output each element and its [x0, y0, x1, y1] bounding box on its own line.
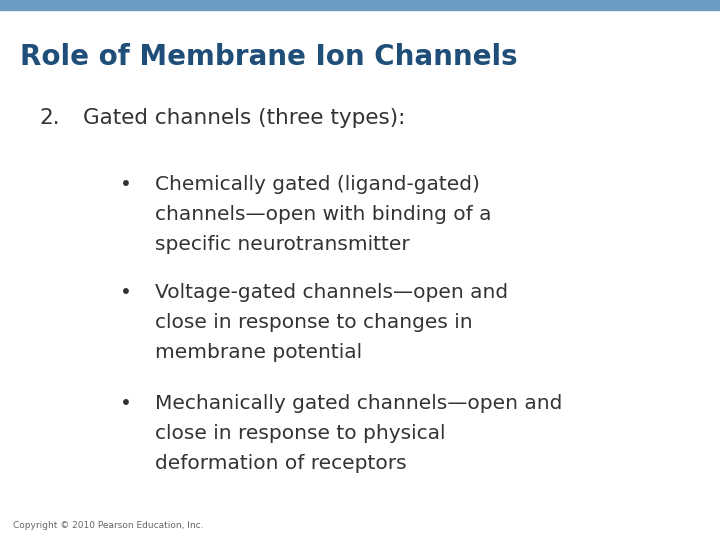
Text: close in response to changes in: close in response to changes in [155, 313, 472, 332]
Text: Role of Membrane Ion Channels: Role of Membrane Ion Channels [20, 43, 518, 71]
Text: •: • [120, 176, 132, 194]
Text: membrane potential: membrane potential [155, 343, 362, 362]
Text: Voltage-gated channels—open and: Voltage-gated channels—open and [155, 284, 508, 302]
Text: Mechanically gated channels—open and: Mechanically gated channels—open and [155, 394, 562, 413]
Text: Copyright © 2010 Pearson Education, Inc.: Copyright © 2010 Pearson Education, Inc. [13, 521, 204, 530]
Text: •: • [120, 284, 132, 302]
Text: specific neurotransmitter: specific neurotransmitter [155, 235, 410, 254]
Text: Chemically gated (ligand-gated): Chemically gated (ligand-gated) [155, 176, 480, 194]
Text: •: • [120, 394, 132, 413]
Text: Gated channels (three types):: Gated channels (three types): [83, 108, 405, 128]
Bar [0, 0, 720, 10]
Text: channels—open with binding of a: channels—open with binding of a [155, 205, 491, 224]
Text: 2.: 2. [40, 108, 60, 128]
Text: close in response to physical: close in response to physical [155, 424, 445, 443]
Text: deformation of receptors: deformation of receptors [155, 454, 406, 472]
